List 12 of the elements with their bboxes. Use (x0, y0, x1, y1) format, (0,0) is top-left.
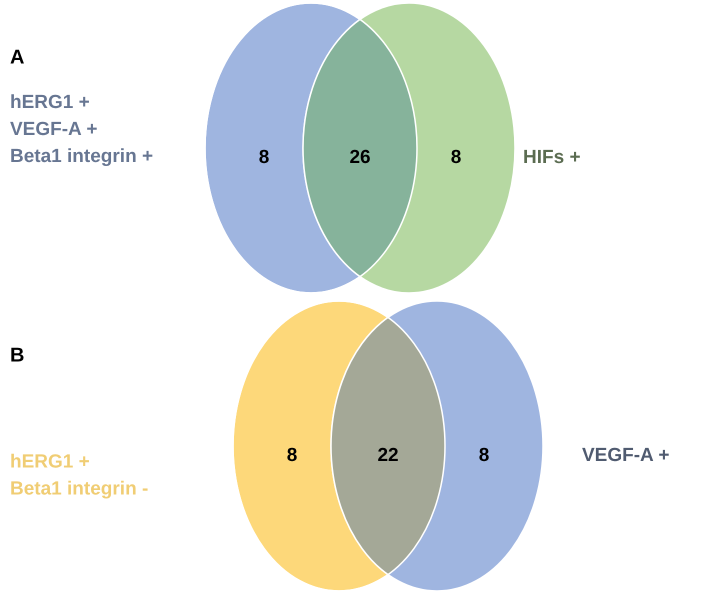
data-label: 8 (258, 147, 270, 168)
text: B (10, 344, 24, 367)
text: hERG1 + VEGF-A + Beta1 integrin + (10, 92, 154, 168)
data-label: 8 (286, 445, 298, 466)
data-label: 26 (349, 147, 371, 168)
data-label: 8 (450, 147, 462, 168)
data-label: 22 (377, 445, 399, 466)
text: hERG1 + Beta1 integrin - (10, 452, 148, 500)
text: VEGF-A + (582, 445, 670, 466)
text: A (10, 46, 24, 69)
text: HIFs + (523, 147, 581, 168)
data-label: 8 (478, 445, 490, 466)
